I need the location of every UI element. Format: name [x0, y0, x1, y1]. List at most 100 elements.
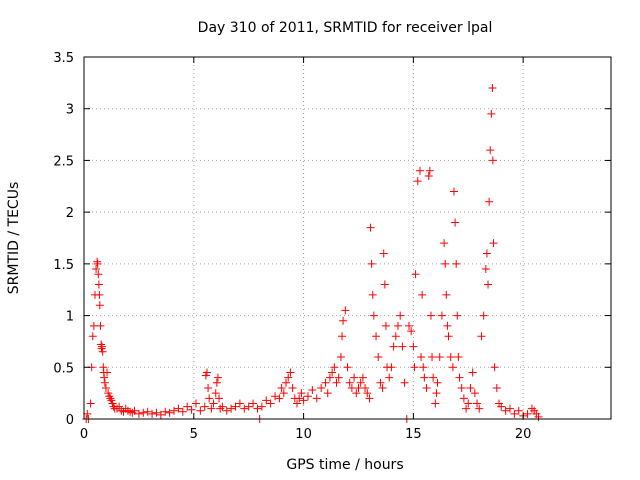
data-point [459, 394, 468, 403]
y-tick-label: 2 [66, 206, 74, 221]
data-point [170, 406, 179, 415]
data-point [415, 166, 424, 175]
data-point [83, 409, 92, 418]
data-point [534, 412, 543, 421]
data-point [489, 239, 498, 248]
data-point [443, 321, 452, 330]
data-point [352, 389, 361, 398]
chart-title: Day 310 of 2011, SRMTID for receiver lpa… [198, 20, 493, 36]
data-point [420, 373, 429, 382]
data-point [249, 399, 258, 408]
data-point [312, 394, 321, 403]
data-point [488, 156, 497, 165]
data-point [413, 177, 422, 186]
data-point [204, 383, 213, 392]
data-point [380, 280, 389, 289]
data-point [334, 373, 343, 382]
data-point [396, 311, 405, 320]
data-point [191, 399, 200, 408]
data-point [350, 373, 359, 382]
data-point [374, 352, 383, 361]
data-point [257, 402, 266, 411]
data-point [205, 394, 214, 403]
y-axis-label: SRMTID / TECUs [6, 182, 22, 295]
data-point [366, 223, 375, 232]
data-point [96, 321, 105, 330]
data-point [501, 406, 510, 415]
data-point [468, 368, 477, 377]
data-point [389, 342, 398, 351]
data-point [105, 392, 114, 401]
data-point [479, 311, 488, 320]
data-point [325, 373, 334, 382]
data-point [433, 378, 442, 387]
data-point [363, 389, 372, 398]
data-point [409, 342, 418, 351]
data-point [428, 352, 437, 361]
data-point [510, 409, 519, 418]
data-point [174, 404, 183, 413]
data-point [216, 404, 225, 413]
data-point [95, 301, 104, 310]
data-point [435, 352, 444, 361]
data-point [336, 352, 345, 361]
data-point [321, 378, 330, 387]
data-point [165, 408, 174, 417]
data-point [303, 392, 312, 401]
data-point [361, 383, 370, 392]
data-point [134, 409, 143, 418]
data-point [486, 146, 495, 155]
data-point [367, 259, 376, 268]
data-point [299, 396, 308, 405]
x-tick-label: 10 [295, 427, 312, 442]
data-point [288, 383, 297, 392]
data-point [178, 407, 187, 416]
data-point [262, 396, 271, 405]
data-point [94, 270, 103, 279]
data-point [202, 368, 211, 377]
data-point [98, 342, 107, 351]
data-point [442, 290, 451, 299]
data-point [275, 394, 284, 403]
axis-ticks: 0 5 10 15 20 0 0.5 1 1.5 2 2.5 3 3.5 [53, 51, 611, 442]
data-point [356, 378, 365, 387]
data-point [381, 321, 390, 330]
data-point [148, 409, 157, 418]
data-point [368, 290, 377, 299]
grid-lines [84, 57, 611, 419]
data-point [411, 270, 420, 279]
data-point [462, 404, 471, 413]
data-point [481, 265, 490, 274]
data-point [253, 404, 262, 413]
data-point [424, 171, 433, 180]
data-point [323, 389, 332, 398]
data-point [271, 392, 280, 401]
data-point [490, 363, 499, 372]
x-axis-label: GPS time / hours [286, 457, 403, 473]
data-point [338, 332, 347, 341]
y-tick-label: 1 [66, 310, 74, 325]
data-point [187, 405, 196, 414]
data-point [156, 410, 165, 419]
y-tick-label: 0.5 [53, 361, 74, 376]
data-point [446, 352, 455, 361]
x-tick-label: 20 [515, 427, 532, 442]
data-point [376, 378, 385, 387]
data-point [514, 406, 523, 415]
data-point [425, 166, 434, 175]
data-point [244, 402, 253, 411]
data-point [466, 383, 475, 392]
data-point [431, 399, 440, 408]
data-point [407, 327, 416, 336]
data-point [429, 373, 438, 382]
data-point [207, 404, 216, 413]
data-point [523, 409, 532, 418]
data-point [372, 332, 381, 341]
data-point [473, 399, 482, 408]
data-point [308, 386, 317, 395]
data-point [284, 373, 293, 382]
data-point [139, 408, 148, 417]
data-point [497, 402, 506, 411]
data-point [101, 383, 110, 392]
